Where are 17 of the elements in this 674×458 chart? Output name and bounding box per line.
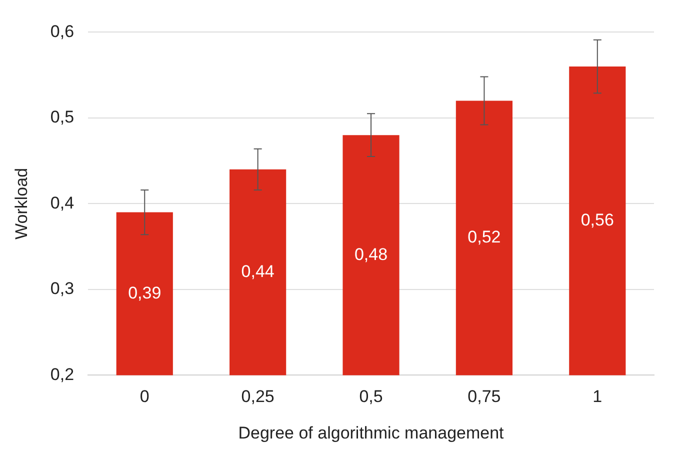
x-tick-label: 0,25 xyxy=(241,387,274,406)
x-tick-label: 1 xyxy=(592,387,602,406)
data-label: 0,52 xyxy=(468,228,501,247)
y-tick-label: 0,6 xyxy=(50,22,74,41)
data-label: 0,48 xyxy=(354,244,388,264)
data-label: 0,56 xyxy=(580,210,614,230)
y-axis-title: Workload xyxy=(12,168,31,240)
y-tick-label: 0,3 xyxy=(50,279,74,298)
y-tick-label: 0,2 xyxy=(50,364,74,384)
y-tick-label: 0,5 xyxy=(50,108,74,127)
x-tick-label: 0 xyxy=(140,387,150,406)
data-label: 0,44 xyxy=(241,262,274,281)
y-tick-label: 0,4 xyxy=(50,193,74,212)
x-axis-title: Degree of algorithmic management xyxy=(238,423,504,442)
x-tick-label: 0,5 xyxy=(359,387,383,406)
data-label: 0,39 xyxy=(128,283,162,302)
x-tick-label: 0,75 xyxy=(468,387,501,406)
